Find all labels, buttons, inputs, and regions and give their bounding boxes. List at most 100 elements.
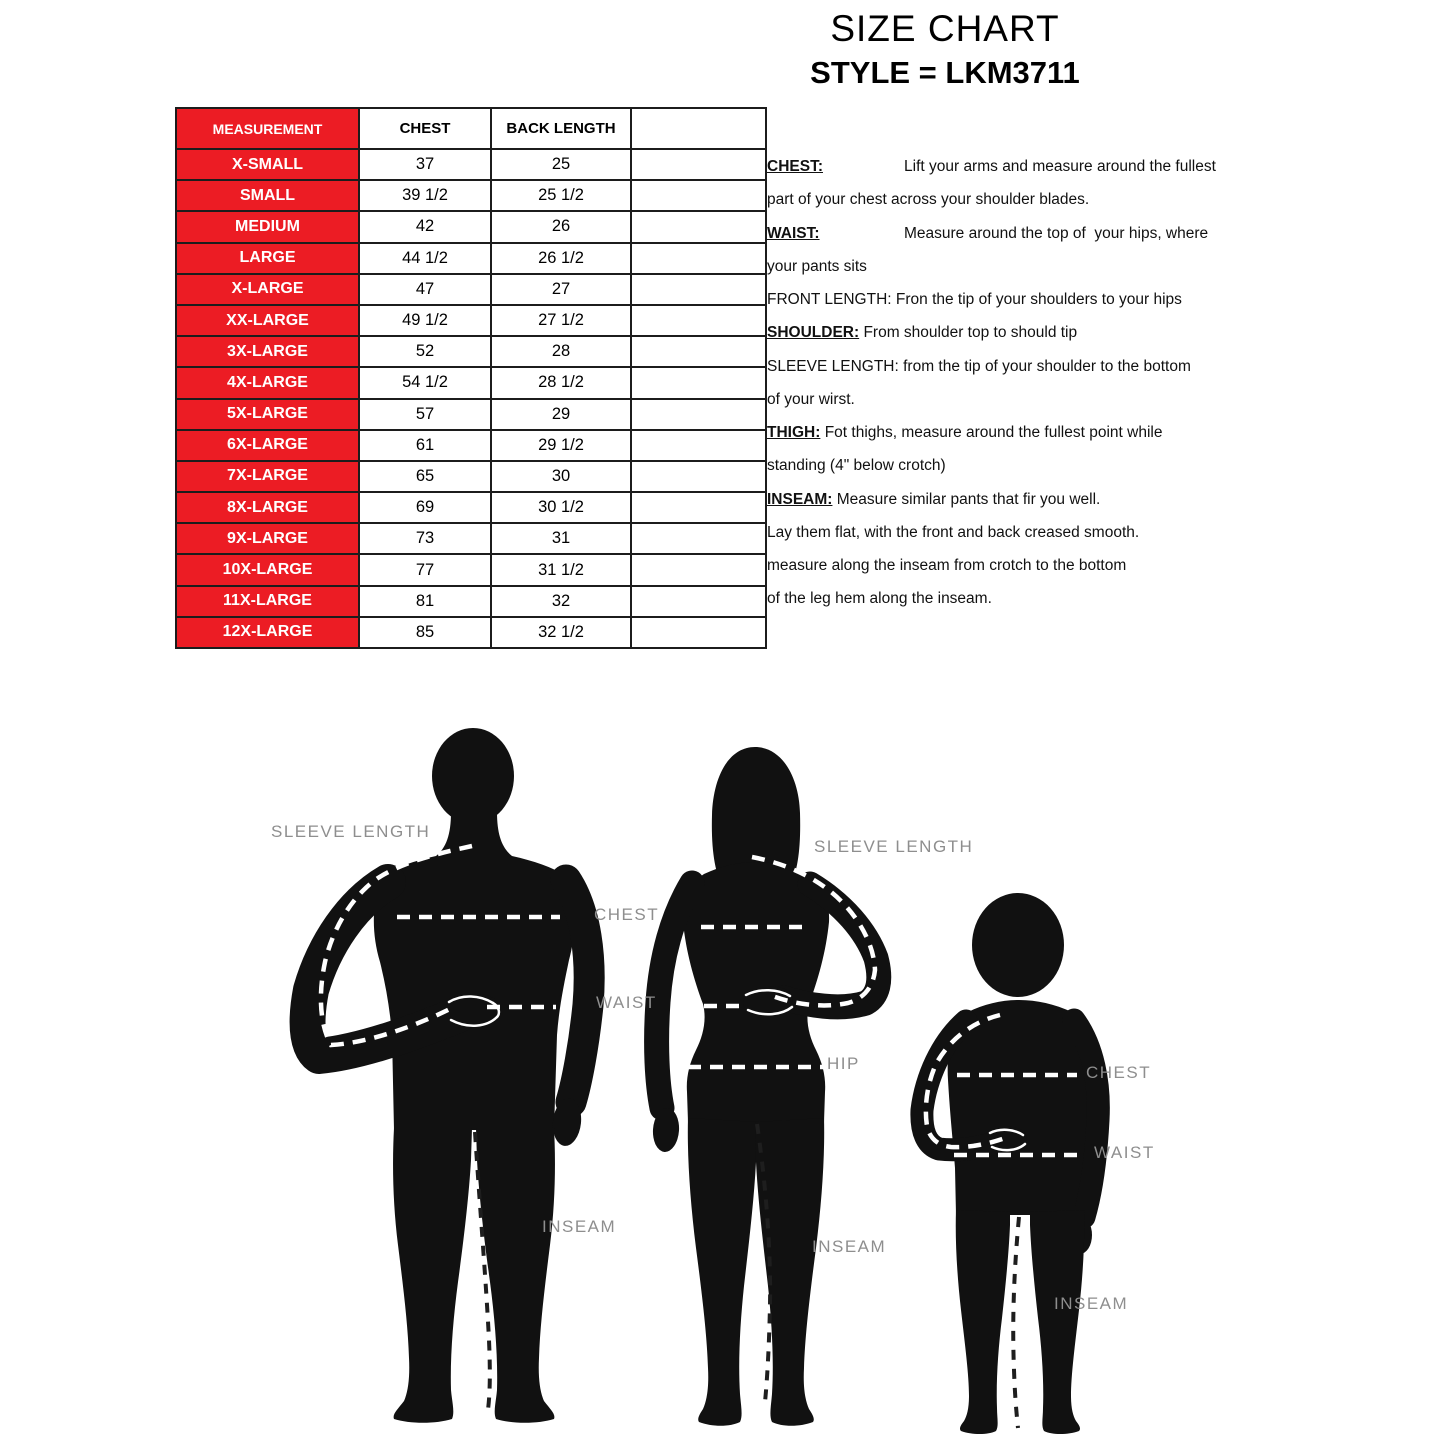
empty-cell bbox=[630, 522, 767, 556]
instruction-text: part of your chest across your shoulder … bbox=[767, 191, 1090, 209]
size-name-cell: 8X-LARGE bbox=[175, 491, 360, 525]
woman-inseam-label: INSEAM bbox=[812, 1237, 887, 1256]
empty-cell bbox=[630, 210, 767, 244]
chest-value-cell: 37 bbox=[358, 147, 492, 182]
back-length-value-cell: 31 1/2 bbox=[490, 553, 632, 587]
title-block: SIZE CHART STYLE = LKM3711 bbox=[705, 6, 1185, 94]
empty-cell bbox=[630, 303, 767, 338]
instruction-term: CHEST: bbox=[767, 158, 823, 175]
back-length-value-cell: 27 bbox=[490, 272, 632, 306]
figures-illustration bbox=[289, 728, 1110, 1434]
size-name-cell: SMALL bbox=[175, 179, 360, 213]
instruction-line-3: WAIST: Measure around the top of your hip… bbox=[767, 217, 1257, 250]
empty-cell bbox=[630, 428, 767, 462]
instruction-text: measure along the inseam from crotch to … bbox=[767, 557, 1127, 574]
size-name-cell: 4X-LARGE bbox=[175, 366, 360, 400]
size-table-header-row: MEASUREMENT CHEST BACK LENGTH bbox=[175, 107, 767, 150]
size-name-cell: X-SMALL bbox=[175, 147, 360, 182]
instruction-term: THIGH: bbox=[767, 424, 821, 441]
back-length-value-cell: 27 1/2 bbox=[490, 303, 632, 338]
size-name-cell: LARGE bbox=[175, 241, 360, 275]
size-row-12x-large: 12X-LARGE 85 32 1/2 bbox=[175, 615, 767, 650]
back-length-value-cell: 32 1/2 bbox=[490, 615, 632, 650]
size-row-large: LARGE 44 1/2 26 1/2 bbox=[175, 241, 767, 275]
instruction-line-7: SLEEVE LENGTH: from the tip of your shou… bbox=[767, 350, 1257, 383]
size-row-4x-large: 4X-LARGE 54 1/2 28 1/2 bbox=[175, 366, 767, 400]
instruction-text: SLEEVE LENGTH: from the tip of your shou… bbox=[767, 357, 1191, 375]
child-chest-label: CHEST bbox=[1086, 1063, 1152, 1082]
child-silhouette bbox=[910, 893, 1110, 1434]
instruction-term: INSEAM: bbox=[767, 490, 833, 508]
header-measurement: MEASUREMENT bbox=[175, 107, 360, 150]
header-back-length: BACK LENGTH bbox=[490, 107, 632, 150]
instruction-line-13: measure along the inseam from crotch to … bbox=[767, 549, 1257, 582]
header-chest: CHEST bbox=[358, 107, 492, 150]
style-subtitle: STYLE = LKM3711 bbox=[810, 55, 1080, 90]
size-name-cell: 11X-LARGE bbox=[175, 584, 360, 618]
instruction-line-8: of your wirst. bbox=[767, 383, 1257, 416]
back-length-value-cell: 31 bbox=[490, 522, 632, 556]
back-length-value-cell: 26 1/2 bbox=[490, 241, 632, 275]
size-name-cell: 3X-LARGE bbox=[175, 335, 360, 369]
man-chest-label: CHEST bbox=[594, 905, 660, 924]
man-waist-label: WAIST bbox=[596, 993, 657, 1012]
back-length-value-cell: 28 bbox=[490, 335, 632, 369]
chest-value-cell: 54 1/2 bbox=[358, 366, 492, 400]
size-name-cell: 9X-LARGE bbox=[175, 522, 360, 556]
instruction-line-5: FRONT LENGTH: Fron the tip of your shoul… bbox=[767, 283, 1257, 316]
empty-cell bbox=[630, 147, 767, 182]
back-length-value-cell: 30 1/2 bbox=[490, 491, 632, 525]
empty-cell bbox=[630, 491, 767, 525]
instruction-line-1: CHEST: Lift your arms and measure around … bbox=[767, 150, 1257, 183]
size-name-cell: 5X-LARGE bbox=[175, 397, 360, 431]
size-row-9x-large: 9X-LARGE 73 31 bbox=[175, 522, 767, 556]
woman-sleeve-length-label: SLEEVE LENGTH bbox=[814, 837, 974, 856]
page-title: SIZE CHART bbox=[830, 8, 1060, 49]
chest-value-cell: 77 bbox=[358, 553, 492, 587]
instruction-text: of the leg hem along the inseam. bbox=[767, 590, 992, 608]
empty-cell bbox=[630, 335, 767, 369]
size-row-11x-large: 11X-LARGE 81 32 bbox=[175, 584, 767, 618]
back-length-value-cell: 26 bbox=[490, 210, 632, 244]
back-length-value-cell: 29 1/2 bbox=[490, 428, 632, 462]
instruction-text: standing (4" below crotch) bbox=[767, 457, 946, 475]
back-length-value-cell: 30 bbox=[490, 459, 632, 494]
size-row-3x-large: 3X-LARGE 52 28 bbox=[175, 335, 767, 369]
size-row-7x-large: 7X-LARGE 65 30 bbox=[175, 459, 767, 494]
size-row-5x-large: 5X-LARGE 57 29 bbox=[175, 397, 767, 431]
empty-cell bbox=[630, 179, 767, 213]
instruction-text: From shoulder top to should tip bbox=[863, 324, 1078, 342]
back-length-value-cell: 25 bbox=[490, 147, 632, 182]
empty-cell bbox=[630, 553, 767, 587]
size-name-cell: XX-LARGE bbox=[175, 303, 360, 338]
empty-cell bbox=[630, 241, 767, 275]
instruction-line-9: THIGH: Fot thighs, measure around the fu… bbox=[767, 416, 1257, 449]
instruction-text: FRONT LENGTH: Fron the tip of your shoul… bbox=[767, 291, 1182, 308]
size-name-cell: 6X-LARGE bbox=[175, 428, 360, 462]
empty-cell bbox=[630, 615, 767, 650]
chest-value-cell: 52 bbox=[358, 335, 492, 369]
instruction-line-4: your pants sits bbox=[767, 250, 1257, 283]
size-row-small: SMALL 39 1/2 25 1/2 bbox=[175, 179, 767, 213]
chest-value-cell: 57 bbox=[358, 397, 492, 431]
chest-value-cell: 65 bbox=[358, 459, 492, 494]
size-name-cell: X-LARGE bbox=[175, 272, 360, 306]
chest-value-cell: 39 1/2 bbox=[358, 179, 492, 213]
back-length-value-cell: 28 1/2 bbox=[490, 366, 632, 400]
size-table-body: X-SMALL 37 25 SMALL 39 1/2 25 1/2 MEDIUM 42 26 LA… bbox=[175, 147, 767, 650]
size-row-x-large: X-LARGE 47 27 bbox=[175, 272, 767, 306]
instruction-term: SHOULDER: bbox=[767, 324, 860, 342]
size-row-medium: MEDIUM 42 26 bbox=[175, 210, 767, 244]
instructions: CHEST: Lift your arms and measure around … bbox=[767, 150, 1257, 616]
instruction-text: Measure similar pants that fir you well. bbox=[836, 490, 1101, 508]
instruction-line-6: SHOULDER: From shoulder top to should ti… bbox=[767, 316, 1257, 349]
instruction-line-12: Lay them flat, with the front and back c… bbox=[767, 516, 1257, 549]
instruction-line-14: of the leg hem along the inseam. bbox=[767, 582, 1257, 615]
instruction-line-11: INSEAM: Measure similar pants that fir y… bbox=[767, 483, 1257, 516]
man-inseam-label: INSEAM bbox=[542, 1217, 617, 1236]
empty-cell bbox=[630, 272, 767, 306]
size-name-cell: 7X-LARGE bbox=[175, 459, 360, 494]
instruction-line-2: part of your chest across your shoulder … bbox=[767, 183, 1257, 216]
chest-value-cell: 81 bbox=[358, 584, 492, 618]
chest-value-cell: 85 bbox=[358, 615, 492, 650]
